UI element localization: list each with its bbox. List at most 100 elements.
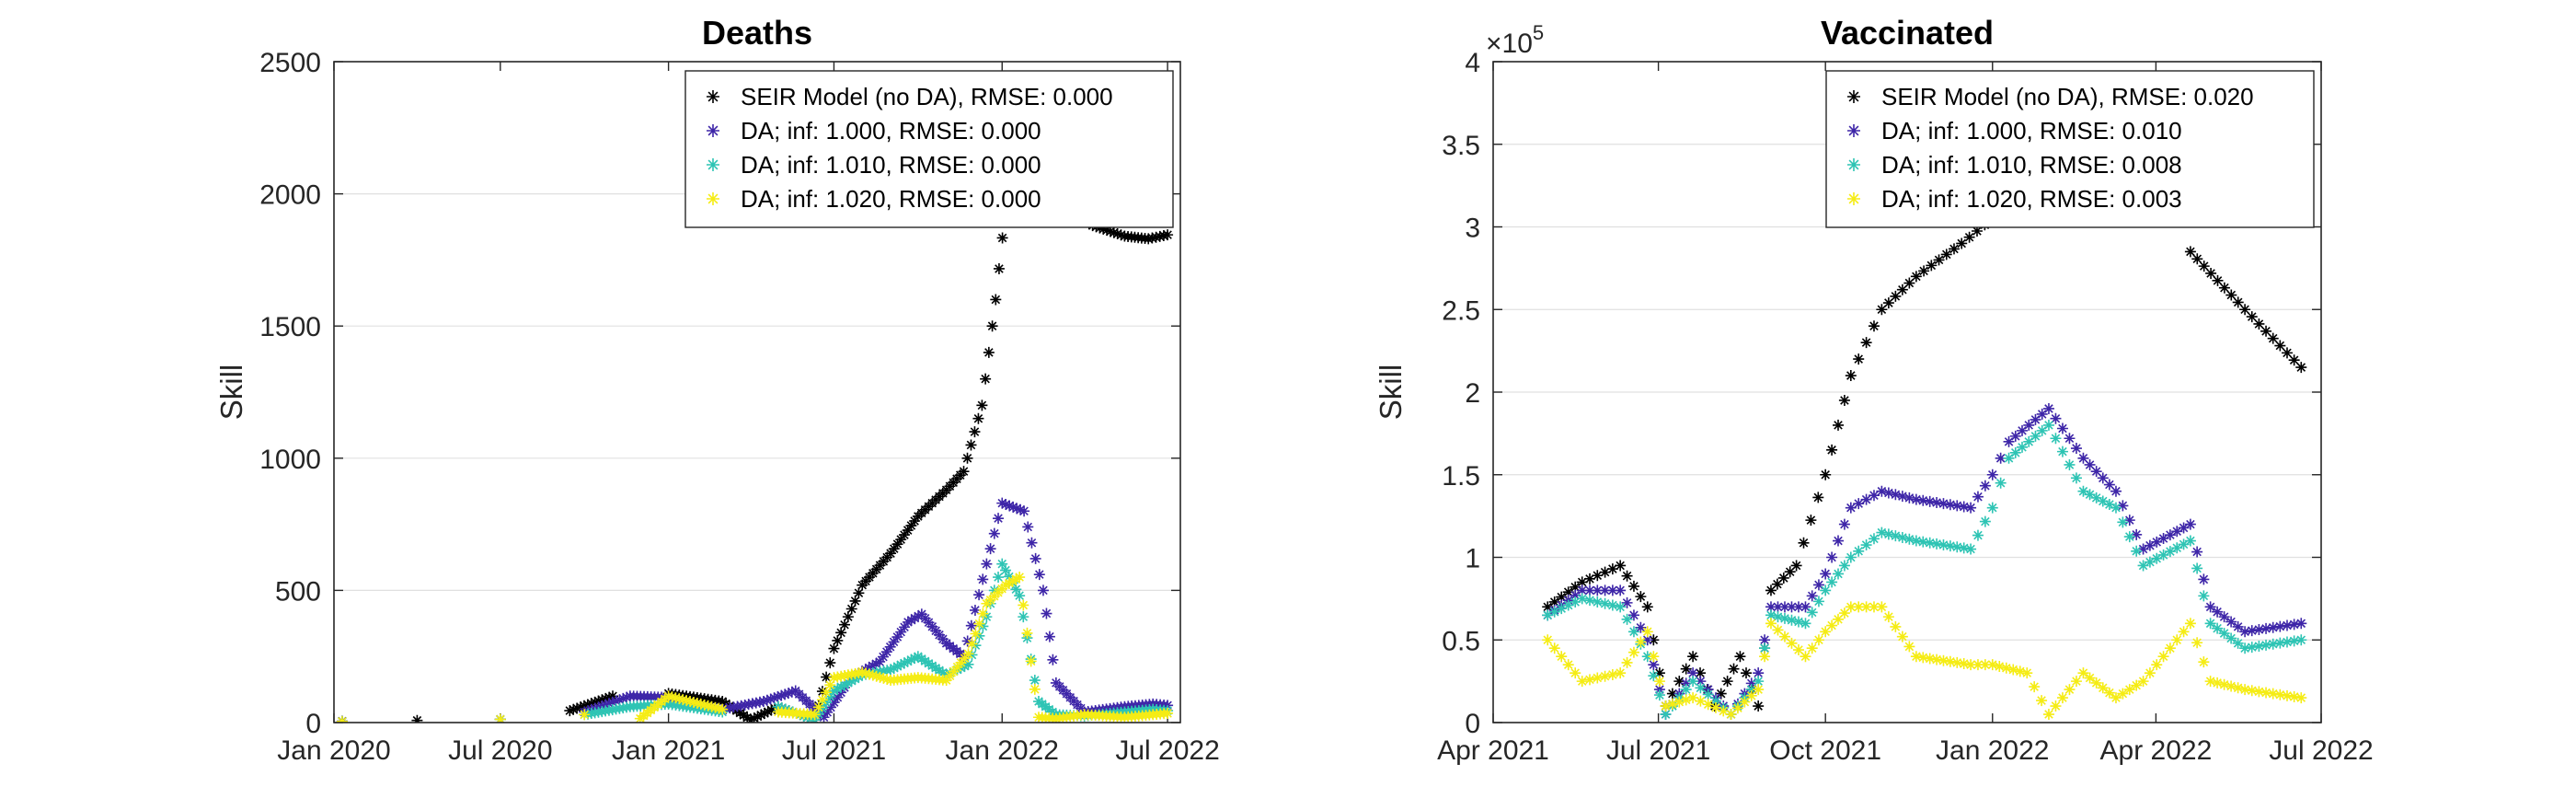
data-point: [2017, 424, 2028, 436]
legend-marker: [707, 192, 719, 205]
data-point: [1154, 230, 1166, 242]
data-point: [821, 671, 833, 683]
data-point: [1806, 590, 1818, 602]
data-point: [695, 698, 707, 710]
data-point: [1029, 675, 1041, 687]
data-point: [2164, 642, 2176, 654]
data-point: [1838, 518, 1850, 530]
data-point: [1938, 539, 1949, 551]
data-point: [1812, 634, 1824, 646]
data-point: [1777, 572, 1789, 584]
data-point: [748, 712, 760, 723]
data-point: [973, 618, 985, 630]
data-point: [2157, 532, 2169, 544]
x-tick-label: Oct 2021: [1769, 735, 1881, 766]
data-point: [2232, 682, 2244, 694]
data-point: [2151, 659, 2163, 671]
data-point: [738, 710, 750, 722]
y-tick-label: 1500: [259, 312, 321, 342]
data-point: [816, 686, 828, 698]
data-point: [1108, 226, 1120, 238]
data-point: [2097, 682, 2109, 694]
legend-marker: [707, 158, 719, 171]
data-point: [891, 660, 903, 672]
data-point: [2232, 620, 2244, 632]
data-point: [713, 702, 725, 714]
data-point: [1037, 584, 1049, 596]
data-point: [1584, 595, 1595, 607]
data-point: [1833, 535, 1844, 547]
y-tick-label: 4: [1465, 48, 1480, 78]
data-point: [1542, 609, 1554, 621]
data-point: [983, 346, 995, 358]
data-point: [1944, 655, 1956, 667]
data-point: [1890, 489, 1902, 501]
data-point: [1759, 651, 1771, 663]
data-point: [1931, 497, 1943, 509]
data-point: [2246, 685, 2258, 697]
data-point: [2084, 489, 2096, 501]
data-point: [2288, 635, 2300, 647]
data-point: [1896, 631, 1908, 642]
data-point: [962, 658, 974, 670]
data-point: [969, 604, 981, 616]
data-point: [2281, 636, 2293, 648]
data-point: [1695, 682, 1707, 694]
data-point: [1798, 537, 1810, 549]
data-point: [1806, 607, 1818, 619]
series-0: [1542, 171, 2307, 712]
data-point: [1826, 619, 1838, 631]
data-point: [1584, 584, 1595, 596]
data-point: [1853, 545, 1865, 557]
data-point: [1542, 634, 1554, 646]
y-tick-label: 2000: [259, 180, 321, 211]
data-point: [757, 696, 769, 708]
data-point: [2267, 688, 2279, 700]
data-point: [2225, 680, 2237, 692]
data-point: [1687, 667, 1699, 679]
series-1: [336, 497, 1174, 723]
data-point: [1570, 581, 1581, 593]
data-point: [681, 695, 693, 707]
data-point: [2157, 549, 2169, 561]
data-point: [885, 664, 897, 676]
data-point: [824, 701, 836, 713]
data-point: [1918, 265, 1930, 277]
data-point: [874, 671, 886, 683]
data-point: [1812, 596, 1824, 608]
data-point: [1800, 618, 1811, 630]
data-point: [579, 709, 591, 721]
data-point: [1000, 564, 1012, 576]
data-point: [1759, 634, 1771, 646]
axes-frame: [333, 61, 1181, 723]
data-point: [1606, 563, 1618, 575]
data-point: [1924, 537, 1936, 549]
data-point: [2090, 677, 2102, 688]
data-point: [1786, 614, 1798, 626]
data-point: [600, 692, 612, 704]
data-point: [2225, 632, 2237, 644]
data-point: [2036, 424, 2048, 436]
data-point: [824, 657, 836, 669]
data-point: [2191, 562, 2203, 574]
data-point: [845, 603, 857, 615]
data-point: [666, 691, 678, 703]
data-point: [1562, 599, 1574, 611]
data-point: [877, 651, 889, 663]
data-point: [812, 701, 824, 713]
data-point: [1826, 444, 1838, 456]
data-point: [1721, 676, 1733, 688]
data-point: [895, 626, 907, 638]
data-point: [2178, 522, 2190, 534]
data-point: [1958, 658, 1970, 670]
data-point: [1570, 589, 1581, 601]
data-point: [1734, 651, 1746, 663]
y-axis-label: Skill: [1374, 364, 1408, 421]
data-point: [772, 690, 784, 702]
data-point: [1933, 254, 1945, 266]
data-point: [1753, 667, 1765, 679]
data-point: [1838, 394, 1850, 406]
data-point: [948, 665, 960, 677]
data-point: [2137, 676, 2149, 688]
data-point: [2110, 485, 2122, 497]
